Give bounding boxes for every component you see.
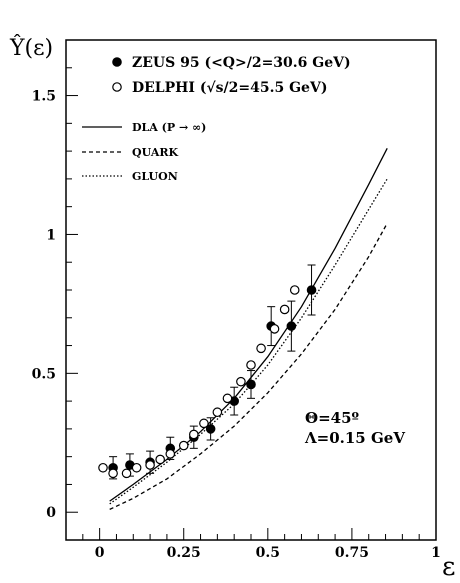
annotation-theta: Θ=45º (305, 409, 360, 427)
zeus-point (286, 321, 297, 331)
delphi-point (98, 462, 108, 473)
zeus-point (205, 424, 216, 434)
y-tick-label: 1.5 (32, 89, 56, 105)
data-points (98, 264, 317, 480)
curve-dashed (109, 222, 388, 510)
annotation-lambda: Λ=0.15 GeV (304, 429, 405, 447)
legend-label: DLA (P → ∞) (132, 121, 206, 134)
delphi-point (246, 360, 256, 370)
legend: ZEUS 95 (<Q>/2=30.6 GeV) DELPHI (√s/2=45.… (82, 55, 351, 183)
delphi-point (289, 285, 300, 295)
x-tick-label: 0.5 (256, 545, 280, 561)
theory-curves (109, 148, 388, 510)
delphi-point (165, 449, 176, 459)
delphi-point (236, 376, 246, 387)
y-tick-label: 0.5 (32, 366, 56, 382)
zeus-point (246, 379, 256, 390)
axis-ticks: 0 0.25 0.5 0.75 1 0 0.5 1 1.5 (32, 39, 441, 561)
x-tick-label: 1 (431, 545, 441, 561)
delphi-point (121, 468, 132, 479)
zeus-point (306, 285, 317, 295)
delphi-point (199, 418, 209, 429)
x-tick-label: 0.75 (335, 545, 369, 561)
legend-label: GLUON (132, 170, 178, 183)
delphi-point (279, 304, 290, 315)
delphi-point (178, 440, 189, 451)
legend-label: QUARK (132, 146, 179, 159)
delphi-point (131, 462, 142, 473)
legend-label: DELPHI (√s/2=45.5 GeV) (132, 80, 327, 96)
delphi-point (189, 429, 199, 440)
legend-marker (112, 57, 122, 67)
delphi-point (155, 454, 165, 465)
delphi-point (222, 393, 233, 404)
legend-label: ZEUS 95 (<Q>/2=30.6 GeV) (132, 55, 351, 71)
x-axis-label: ε (442, 552, 455, 582)
curve-solid (109, 148, 388, 502)
y-axis-label: Ŷ(ε) (9, 34, 53, 61)
plot-frame (65, 39, 437, 541)
delphi-point (256, 343, 266, 354)
x-tick-label: 0.25 (167, 545, 201, 561)
delphi-point (145, 460, 155, 470)
legend-marker (112, 82, 122, 92)
y-tick-label: 0 (46, 505, 56, 521)
x-tick-label: 0 (95, 545, 105, 561)
delphi-point (212, 407, 223, 418)
y-tick-label: 1 (46, 227, 56, 243)
delphi-point (269, 324, 280, 334)
delphi-point (108, 468, 118, 479)
